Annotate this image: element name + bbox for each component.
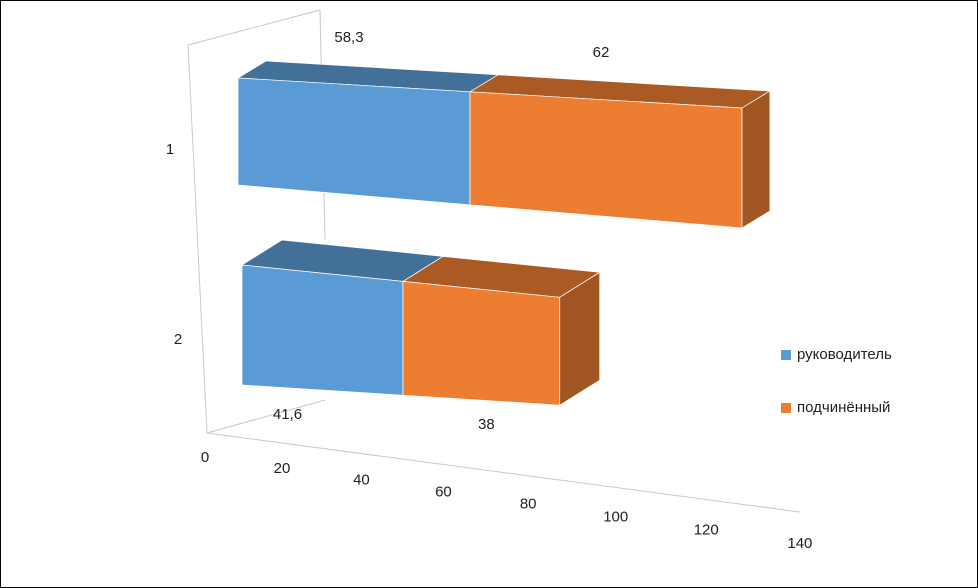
y-tick-label: 1 (166, 141, 174, 158)
x-tick-label: 20 (274, 460, 291, 477)
legend-marker (781, 350, 791, 360)
x-tick-label: 80 (520, 496, 537, 513)
x-tick-label: 140 (787, 535, 812, 552)
bar-front (469, 91, 743, 229)
x-tick-label: 40 (353, 472, 370, 489)
wall-edge (206, 399, 326, 434)
bar (401, 256, 601, 406)
x-tick-label: 120 (694, 521, 719, 538)
x-tick-label: 0 (201, 449, 209, 466)
data-label: 38 (478, 416, 495, 433)
y-tick-label: 2 (174, 331, 182, 348)
wall-edge (187, 44, 208, 434)
bar-front (402, 281, 561, 406)
x-tick-label: 60 (435, 483, 452, 500)
floor-edge (206, 432, 801, 513)
x-tick-label: 100 (603, 508, 628, 525)
data-label: 58,3 (334, 29, 363, 46)
bar-front (241, 264, 404, 396)
legend-label: руководитель (797, 346, 892, 363)
wall-edge (187, 9, 321, 46)
data-label: 62 (593, 44, 610, 61)
legend-marker (781, 403, 791, 413)
bar (468, 74, 772, 229)
data-label: 41,6 (273, 406, 302, 423)
bar-side (741, 90, 771, 229)
bar (236, 60, 500, 206)
legend-label: подчинённый (797, 399, 890, 416)
bar-front (237, 77, 471, 206)
